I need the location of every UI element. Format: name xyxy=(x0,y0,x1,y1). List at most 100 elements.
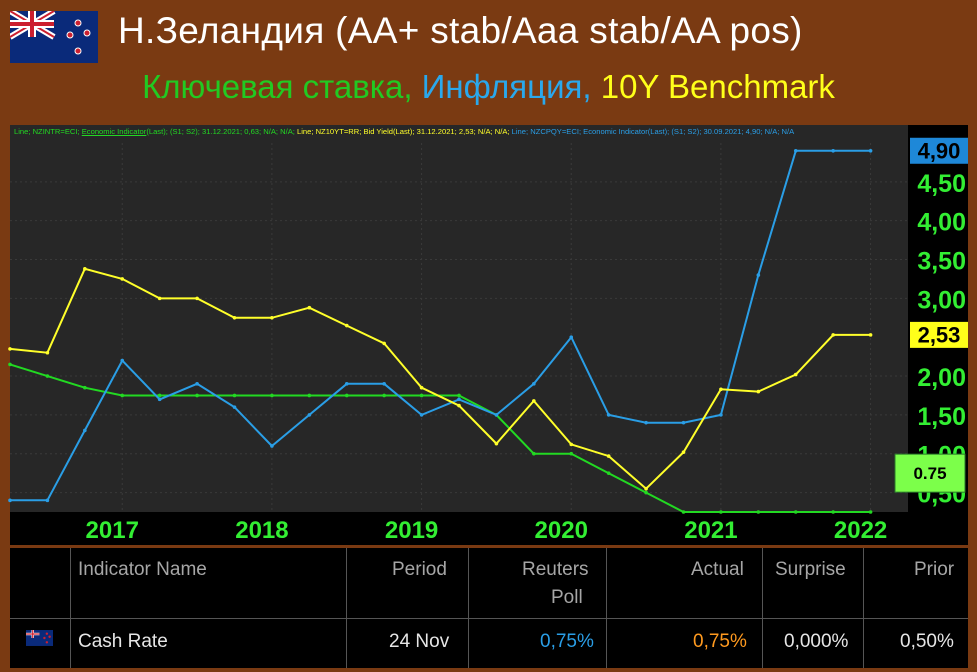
last-value-badge xyxy=(910,321,968,348)
header-prior: Prior xyxy=(914,559,955,580)
x-tick-label: 2019 xyxy=(385,517,438,544)
header-indicator-name: Indicator Name xyxy=(78,559,207,580)
header-actual: Actual xyxy=(691,559,744,580)
header-period: Period xyxy=(392,559,447,580)
series-point xyxy=(644,420,648,425)
last-value-label: 2,53 xyxy=(918,323,961,348)
table-divider xyxy=(863,548,864,668)
indicator-table: Indicator Name Period Reuters Poll Actua… xyxy=(10,548,968,668)
series-point xyxy=(344,393,349,398)
series-point xyxy=(793,372,798,377)
y-tick-label: 4,50 xyxy=(917,170,966,198)
title-bar: Н.Зеландия (AA+ stab/Aaa stab/AA pos) xyxy=(0,0,977,66)
series-point xyxy=(45,498,50,503)
last-value-badge xyxy=(894,453,966,493)
series-point xyxy=(83,385,87,390)
series-point xyxy=(45,350,50,355)
chart-legend: Line; NZINTR=ECI; Economic Indicator(Las… xyxy=(14,127,794,136)
y-tick-label: 3,50 xyxy=(917,248,966,276)
series-point xyxy=(157,397,162,402)
new-zealand-flag-icon xyxy=(10,11,98,63)
y-tick-label: 2,00 xyxy=(917,364,966,392)
series-point xyxy=(45,374,50,378)
series-point xyxy=(83,428,87,433)
series-point xyxy=(868,148,873,153)
series-point xyxy=(232,315,237,320)
series-point xyxy=(307,393,312,398)
series-point xyxy=(569,335,574,340)
indicator-period: 24 Nov xyxy=(389,631,450,652)
series-point xyxy=(307,305,312,310)
series-point xyxy=(419,393,424,398)
series-point xyxy=(120,393,125,398)
series-point xyxy=(868,510,873,514)
series-point xyxy=(644,486,648,491)
series-point xyxy=(382,382,386,386)
series-point xyxy=(719,510,723,514)
series-point xyxy=(756,389,761,394)
series-line xyxy=(9,363,871,513)
series-point xyxy=(793,148,798,153)
legend-rate-tail: (Last); (S1; S2); 31.12.2021; 0,63; N/A;… xyxy=(146,127,297,136)
indicator-name: Cash Rate xyxy=(78,631,168,652)
series-point xyxy=(868,333,873,337)
series-line xyxy=(10,149,871,502)
table-divider xyxy=(346,548,347,668)
series-point xyxy=(232,405,237,409)
chart-area xyxy=(10,125,968,545)
series-point xyxy=(532,451,536,456)
series-point xyxy=(8,362,12,367)
series-point xyxy=(195,393,199,398)
series-point xyxy=(195,382,199,386)
series-point xyxy=(419,385,424,390)
last-value-label: 0.75 xyxy=(913,464,946,483)
y-tick-label: 4,00 xyxy=(917,209,966,237)
series-point xyxy=(83,267,87,271)
series-point xyxy=(344,323,349,328)
series-point xyxy=(307,413,312,417)
indicator-actual: 0,75% xyxy=(693,631,747,652)
legend-rate: Line; NZINTR=ECI; xyxy=(14,127,82,136)
series-point xyxy=(457,393,461,398)
indicator-poll: 0,75% xyxy=(540,631,594,652)
x-tick-label: 2021 xyxy=(684,517,737,544)
table-row-divider xyxy=(10,618,968,619)
subtitle-rate: Ключевая ставка, xyxy=(142,68,422,105)
series-point xyxy=(831,148,835,153)
series-point xyxy=(606,454,611,458)
series-point xyxy=(120,277,125,281)
x-tick-label: 2017 xyxy=(86,517,139,544)
legend-inflation: Line; NZCPQY=ECI; Economic Indicator(Las… xyxy=(511,127,795,136)
subtitle-inflation: Инфляция, xyxy=(421,68,601,105)
page-title: Н.Зеландия (AA+ stab/Aaa stab/AA pos) xyxy=(118,10,803,51)
series-point xyxy=(382,341,386,346)
series-point xyxy=(831,333,835,337)
series-point xyxy=(8,498,12,503)
series-point xyxy=(494,441,499,446)
x-tick-label: 2018 xyxy=(235,517,288,544)
header-poll: Poll xyxy=(551,587,583,608)
series-point xyxy=(494,413,499,417)
series-point xyxy=(681,420,686,425)
indicator-prior: 0,50% xyxy=(900,631,954,652)
series-point xyxy=(195,296,199,301)
table-divider xyxy=(606,548,607,668)
series-point xyxy=(270,444,274,448)
new-zealand-flag-icon xyxy=(26,630,53,646)
indicator-surprise: 0,000% xyxy=(784,631,849,652)
last-value-label: 4,90 xyxy=(918,139,961,164)
series-point xyxy=(681,450,686,454)
subtitle-benchmark: 10Y Benchmark xyxy=(600,68,835,105)
series-point xyxy=(831,510,835,514)
header-reuters: Reuters xyxy=(522,559,589,580)
series-point xyxy=(232,393,237,398)
y-tick-label: 3,00 xyxy=(917,286,966,314)
series-point xyxy=(344,382,349,386)
legend-rate-indicator: Economic Indicator xyxy=(81,127,147,136)
subtitle: Ключевая ставка, Инфляция, 10Y Benchmark xyxy=(0,68,977,123)
series-point xyxy=(719,387,723,392)
series-point xyxy=(419,413,424,417)
x-tick-label: 2022 xyxy=(834,517,887,544)
header-surprise: Surprise xyxy=(775,559,846,580)
